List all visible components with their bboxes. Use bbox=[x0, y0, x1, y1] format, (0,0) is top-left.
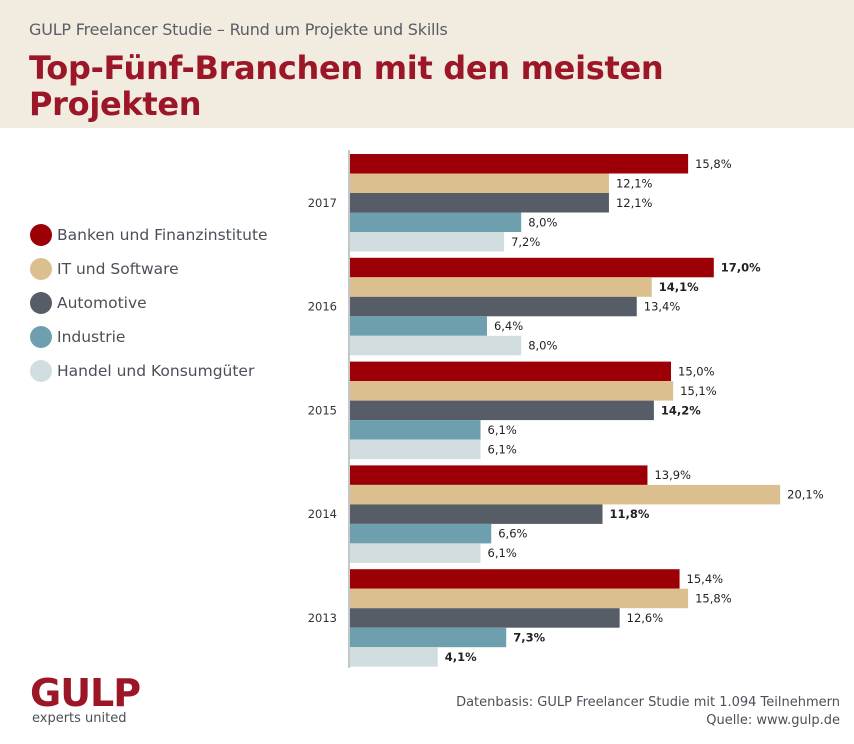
legend-label: IT und Software bbox=[57, 260, 179, 278]
bar bbox=[350, 647, 438, 667]
data-label: 12,1% bbox=[616, 196, 653, 210]
data-label: 4,1% bbox=[445, 650, 477, 664]
chart-title: Top-Fünf-Branchen mit den meisten Projek… bbox=[29, 49, 664, 123]
gulp-logo: GULP bbox=[30, 671, 141, 715]
logo-tagline: experts united bbox=[32, 711, 127, 726]
bar bbox=[350, 193, 609, 213]
legend-swatch-icon bbox=[30, 258, 52, 280]
chart-subtitle: GULP Freelancer Studie – Rund um Projekt… bbox=[29, 20, 448, 39]
data-label: 15,8% bbox=[695, 157, 732, 171]
bar bbox=[350, 569, 680, 589]
data-label: 13,9% bbox=[654, 468, 691, 482]
data-label: 8,0% bbox=[528, 339, 557, 353]
data-label: 8,0% bbox=[528, 215, 557, 229]
data-label: 13,4% bbox=[644, 300, 681, 314]
bar bbox=[350, 154, 689, 174]
data-label: 15,8% bbox=[695, 591, 732, 605]
data-label: 6,1% bbox=[488, 442, 517, 456]
y-tick-label: 2015 bbox=[308, 403, 337, 417]
data-label: 14,2% bbox=[661, 403, 701, 417]
bar bbox=[350, 465, 648, 485]
legend-item-automotive: Automotive bbox=[30, 286, 268, 320]
data-label: 12,1% bbox=[616, 176, 653, 190]
data-label: 20,1% bbox=[787, 488, 824, 502]
source-line-url: Quelle: www.gulp.de bbox=[706, 713, 840, 728]
data-label: 11,8% bbox=[610, 507, 650, 521]
legend-swatch-icon bbox=[30, 326, 52, 348]
bar bbox=[350, 361, 671, 382]
bar bbox=[350, 523, 492, 544]
bar bbox=[350, 257, 714, 278]
bar bbox=[350, 504, 603, 524]
y-tick-label: 2013 bbox=[308, 611, 337, 625]
legend-item-it: IT und Software bbox=[30, 252, 268, 286]
data-label: 7,3% bbox=[513, 630, 545, 644]
bar bbox=[350, 173, 609, 193]
legend-label: Industrie bbox=[57, 328, 126, 346]
data-label: 12,6% bbox=[627, 611, 664, 625]
header-banner: GULP Freelancer Studie – Rund um Projekt… bbox=[0, 0, 854, 128]
legend-label: Banken und Finanzinstitute bbox=[57, 226, 268, 244]
y-tick-label: 2014 bbox=[308, 507, 337, 521]
bar bbox=[350, 335, 522, 356]
bar bbox=[350, 608, 620, 628]
source-note: Datenbasis: GULP Freelancer Studie mit 1… bbox=[456, 694, 840, 730]
bar bbox=[350, 543, 481, 563]
bar-chart: 2017 15,8% 12,1% 12,1% 8,0% 7,2% 2016 17,0% 14,1… bbox=[308, 150, 824, 668]
y-tick-label: 2017 bbox=[308, 196, 337, 210]
data-label: 7,2% bbox=[511, 235, 540, 249]
data-label: 6,6% bbox=[498, 527, 527, 541]
source-line-dataset: Datenbasis: GULP Freelancer Studie mit 1… bbox=[456, 695, 840, 710]
data-label: 6,4% bbox=[494, 319, 523, 333]
bar bbox=[350, 296, 637, 317]
legend-item-banken: Banken und Finanzinstitute bbox=[30, 218, 268, 252]
data-label: 15,4% bbox=[687, 572, 724, 586]
data-label: 6,1% bbox=[488, 546, 517, 560]
data-label: 15,1% bbox=[680, 384, 717, 398]
legend: Banken und Finanzinstitute IT und Softwa… bbox=[30, 218, 268, 388]
legend-swatch-icon bbox=[30, 360, 52, 382]
bar bbox=[350, 400, 654, 421]
legend-swatch-icon bbox=[30, 292, 52, 314]
bar bbox=[350, 627, 507, 648]
legend-item-industrie: Industrie bbox=[30, 320, 268, 354]
bar bbox=[350, 381, 674, 401]
data-label: 17,0% bbox=[721, 261, 761, 275]
data-label: 14,1% bbox=[659, 280, 699, 294]
bar bbox=[350, 277, 652, 297]
bar bbox=[350, 484, 781, 505]
bar bbox=[350, 588, 689, 609]
bar bbox=[350, 232, 505, 252]
bar bbox=[350, 212, 522, 232]
legend-label: Handel und Konsumgüter bbox=[57, 362, 255, 380]
bar bbox=[350, 420, 481, 440]
bar bbox=[350, 439, 481, 460]
legend-label: Automotive bbox=[57, 294, 147, 312]
y-tick-label: 2016 bbox=[308, 300, 337, 314]
bar bbox=[350, 316, 487, 336]
data-label: 15,0% bbox=[678, 364, 715, 378]
legend-swatch-icon bbox=[30, 224, 52, 246]
data-label: 6,1% bbox=[488, 423, 517, 437]
legend-item-handel: Handel und Konsumgüter bbox=[30, 354, 268, 388]
